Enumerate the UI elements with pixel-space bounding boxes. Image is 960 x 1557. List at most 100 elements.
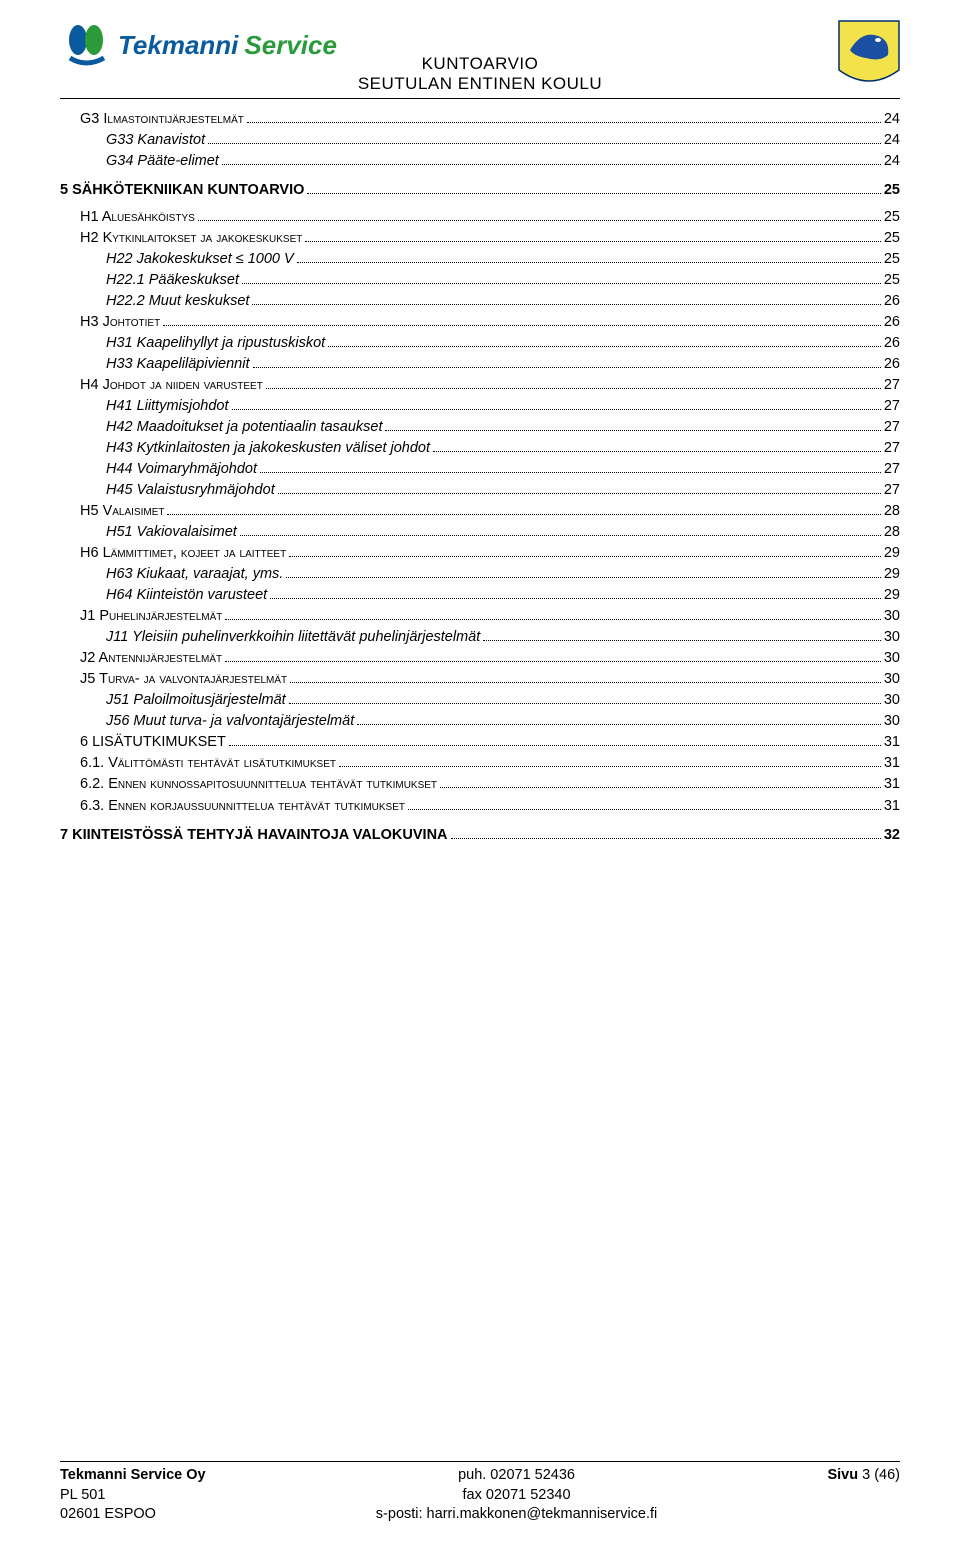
- toc-page: 31: [884, 774, 900, 795]
- footer: Tekmanni Service Oy PL 501 02601 ESPOO p…: [60, 1461, 900, 1525]
- toc-row: H51 Vakiovalaisimet 28: [60, 522, 900, 543]
- toc-leader-dots: [278, 481, 881, 494]
- toc-leader-dots: [408, 796, 881, 809]
- toc-page: 31: [884, 796, 900, 817]
- toc-leader-dots: [385, 418, 880, 431]
- toc-label: J11 Yleisiin puhelinverkkoihin liitettäv…: [60, 627, 480, 648]
- toc-label: H51 Vakiovalaisimet: [60, 522, 237, 543]
- toc-row: H6 Lämmittimet, kojeet ja laitteet 29: [60, 543, 900, 564]
- toc-leader-dots: [297, 250, 881, 263]
- toc-leader-dots: [225, 607, 880, 620]
- toc-leader-dots: [232, 397, 881, 410]
- toc-label: 5 SÄHKÖTEKNIIKAN KUNTOARVIO: [60, 180, 304, 201]
- toc-leader-dots: [357, 712, 881, 725]
- toc-leader-dots: [307, 181, 880, 194]
- toc-row: G34 Pääte-elimet24: [60, 151, 900, 172]
- logo-brand: Tekmanni: [118, 30, 238, 61]
- toc-label: H44 Voimaryhmäjohdot: [60, 459, 257, 480]
- toc-label: H31 Kaapelihyllyt ja ripustuskiskot: [60, 333, 325, 354]
- toc-label: J5 Turva- ja valvontajärjestelmät: [60, 669, 287, 690]
- footer-col-mid: puh. 02071 52436 fax 02071 52340 s-posti…: [376, 1466, 657, 1525]
- toc-label: H41 Liittymisjohdot: [60, 396, 229, 417]
- toc-page: 30: [884, 648, 900, 669]
- toc-label: H4 Johdot ja niiden varusteet: [60, 375, 263, 396]
- toc-label: 6.2. Ennen kunnossapitosuunnittelua teht…: [60, 774, 437, 795]
- toc-page: 30: [884, 669, 900, 690]
- toc-page: 27: [884, 459, 900, 480]
- toc-page: 27: [884, 417, 900, 438]
- toc-page: 24: [884, 130, 900, 151]
- toc-leader-dots: [440, 775, 881, 788]
- toc-row: J1 Puhelinjärjestelmät 30: [60, 606, 900, 627]
- footer-col-right: Sivu 3 (46): [827, 1466, 900, 1525]
- toc-label: H43 Kytkinlaitosten ja jakokeskusten väl…: [60, 438, 430, 459]
- logo-sub: Service: [244, 30, 337, 61]
- toc-label: H45 Valaistusryhmäjohdot: [60, 480, 275, 501]
- toc-row: 6.1. Välittömästi tehtävät lisätutkimuks…: [60, 753, 900, 774]
- toc-leader-dots: [222, 152, 881, 165]
- toc-leader-dots: [483, 628, 881, 641]
- toc-page: 28: [884, 522, 900, 543]
- toc-label: 6 LISÄTUTKIMUKSET: [60, 732, 226, 753]
- toc-leader-dots: [286, 565, 881, 578]
- toc-label: H42 Maadoitukset ja potentiaalin tasauks…: [60, 417, 382, 438]
- toc-page: 25: [884, 228, 900, 249]
- toc-page: 31: [884, 753, 900, 774]
- toc-page: 29: [884, 543, 900, 564]
- toc-leader-dots: [208, 131, 881, 144]
- toc-row: H64 Kiinteistön varusteet29: [60, 585, 900, 606]
- toc-page: 28: [884, 501, 900, 522]
- toc-page: 30: [884, 711, 900, 732]
- toc-page: 27: [884, 396, 900, 417]
- toc-page: 26: [884, 312, 900, 333]
- toc-row: 6.3. Ennen korjaussuunnittelua tehtävät …: [60, 796, 900, 817]
- toc-row: 7 KIINTEISTÖSSÄ TEHTYJÄ HAVAINTOJA VALOK…: [60, 825, 900, 846]
- toc-row: H22.2 Muut keskukset26: [60, 291, 900, 312]
- toc-leader-dots: [253, 355, 881, 368]
- toc-row: H3 Johtotiet 26: [60, 312, 900, 333]
- toc-row: G33 Kanavistot24: [60, 130, 900, 151]
- toc-row: H22 Jakokeskukset ≤ 1000 V25: [60, 249, 900, 270]
- toc-row: H4 Johdot ja niiden varusteet27: [60, 375, 900, 396]
- toc-page: 25: [884, 249, 900, 270]
- toc-label: H1 Aluesähköistys: [60, 207, 195, 228]
- toc-page: 24: [884, 109, 900, 130]
- toc-label: H5 Valaisimet: [60, 501, 164, 522]
- toc-leader-dots: [328, 334, 881, 347]
- toc-leader-dots: [451, 825, 881, 838]
- toc-leader-dots: [289, 691, 881, 704]
- footer-page-number: 3 (46): [862, 1467, 900, 1483]
- toc-row: G3 Ilmastointijärjestelmät 24: [60, 109, 900, 130]
- toc-page: 26: [884, 333, 900, 354]
- toc-page: 26: [884, 354, 900, 375]
- toc-leader-dots: [240, 523, 881, 536]
- toc-page: 32: [884, 825, 900, 846]
- toc-label: H6 Lämmittimet, kojeet ja laitteet: [60, 543, 286, 564]
- toc-label: J51 Paloilmoitusjärjestelmät: [60, 690, 286, 711]
- toc-page: 29: [884, 585, 900, 606]
- toc-leader-dots: [229, 733, 881, 746]
- toc-page: 27: [884, 480, 900, 501]
- toc-leader-dots: [290, 670, 881, 683]
- toc-row: J2 Antennijärjestelmät 30: [60, 648, 900, 669]
- toc-label: 6.3. Ennen korjaussuunnittelua tehtävät …: [60, 796, 405, 817]
- toc-label: J56 Muut turva- ja valvontajärjestelmät: [60, 711, 354, 732]
- toc-page: 30: [884, 606, 900, 627]
- toc-label: H22.2 Muut keskukset: [60, 291, 249, 312]
- toc-row: H33 Kaapeliläpiviennit26: [60, 354, 900, 375]
- toc-row: H41 Liittymisjohdot 27: [60, 396, 900, 417]
- footer-fax: fax 02071 52340: [376, 1486, 657, 1506]
- toc-label: H3 Johtotiet: [60, 312, 160, 333]
- toc-label: J2 Antennijärjestelmät: [60, 648, 222, 669]
- toc-row: J51 Paloilmoitusjärjestelmät30: [60, 690, 900, 711]
- toc-row: H42 Maadoitukset ja potentiaalin tasauks…: [60, 417, 900, 438]
- toc-label: G3 Ilmastointijärjestelmät: [60, 109, 244, 130]
- toc-leader-dots: [225, 649, 881, 662]
- toc-row: H43 Kytkinlaitosten ja jakokeskusten väl…: [60, 438, 900, 459]
- footer-email: s-posti: harri.makkonen@tekmanniservice.…: [376, 1505, 657, 1525]
- toc-page: 24: [884, 151, 900, 172]
- footer-page-label: Sivu: [827, 1467, 862, 1483]
- toc-row: H22.1 Pääkeskukset25: [60, 270, 900, 291]
- footer-phone: puh. 02071 52436: [376, 1466, 657, 1486]
- toc-label: J1 Puhelinjärjestelmät: [60, 606, 222, 627]
